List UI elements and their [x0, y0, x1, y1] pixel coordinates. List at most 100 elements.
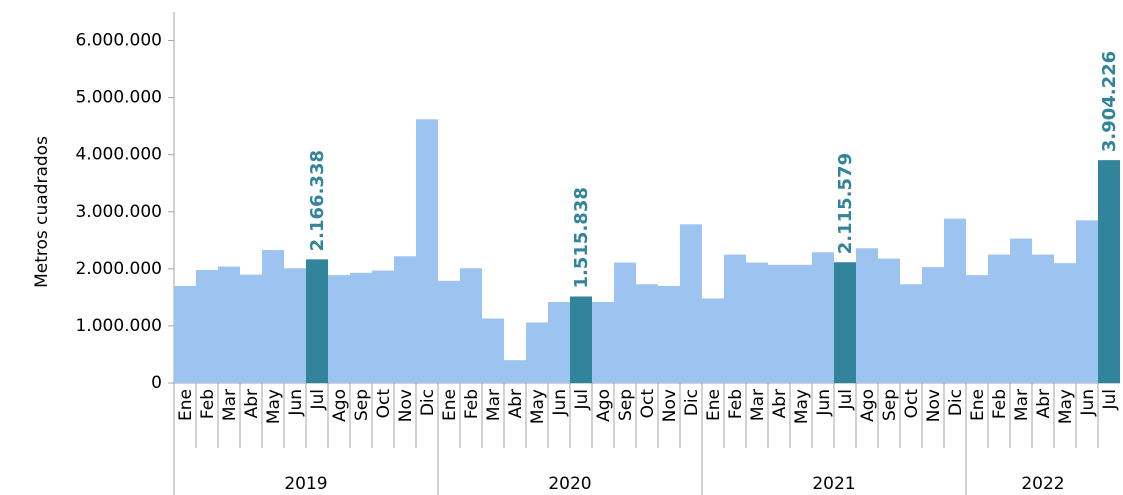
bar — [174, 285, 196, 383]
bar — [570, 296, 592, 383]
bar — [636, 284, 658, 383]
bar — [790, 264, 812, 383]
group-label: 2022 — [1021, 474, 1064, 494]
x-tick-label: Dic — [682, 389, 702, 416]
x-tick-label: Mar — [748, 389, 768, 421]
x-tick-label: Oct — [638, 389, 658, 419]
bar — [240, 274, 262, 383]
bar — [350, 272, 372, 383]
y-tick-label: 6.000.000 — [75, 31, 162, 51]
bar — [988, 254, 1010, 383]
bar — [460, 268, 482, 383]
bar — [856, 248, 878, 383]
value-label: 3.904.226 — [1099, 51, 1120, 152]
bar — [922, 267, 944, 383]
bar — [548, 301, 570, 383]
bar — [482, 318, 504, 383]
x-tick-label: Mar — [484, 389, 504, 421]
bar — [724, 254, 746, 383]
bar — [878, 258, 900, 383]
bar — [328, 275, 350, 383]
group-label: 2021 — [812, 474, 855, 494]
x-tick-label: Jul — [572, 389, 592, 411]
x-tick-label: Abr — [770, 389, 790, 418]
bar — [746, 262, 768, 383]
bar — [680, 224, 702, 383]
x-tick-label: Jun — [550, 389, 570, 417]
x-tick-label: Ago — [858, 389, 878, 422]
x-tick-label: Ene — [704, 389, 724, 421]
x-tick-label: Abr — [506, 389, 526, 418]
x-tick-label: Nov — [396, 389, 416, 422]
bar — [658, 285, 680, 383]
bar — [504, 360, 526, 383]
y-tick-label: 2.000.000 — [75, 259, 162, 279]
x-tick-label: Jul — [308, 389, 328, 411]
bar — [768, 264, 790, 383]
bar — [900, 284, 922, 383]
x-tick-label: May — [528, 389, 548, 424]
x-tick-label: Ene — [176, 389, 196, 421]
bar — [1010, 238, 1032, 383]
bar — [394, 256, 416, 383]
x-tick-label: Ago — [594, 389, 614, 422]
x-tick-label: May — [264, 389, 284, 424]
x-tick-label: Ago — [330, 389, 350, 422]
bar — [196, 269, 218, 383]
bar — [218, 266, 240, 383]
bar — [614, 262, 636, 383]
bar — [416, 119, 438, 383]
bar — [438, 280, 460, 383]
bar — [812, 252, 834, 383]
bar — [306, 259, 328, 383]
bar — [1032, 254, 1054, 383]
bar — [284, 268, 306, 383]
x-tick-label: Nov — [924, 389, 944, 422]
x-tick-label: May — [792, 389, 812, 424]
x-tick-label: Abr — [1034, 389, 1054, 418]
y-tick-label: 5.000.000 — [75, 88, 162, 108]
x-tick-label: Jun — [286, 389, 306, 417]
x-tick-label: Sep — [616, 389, 636, 421]
x-tick-label: Feb — [462, 389, 482, 419]
group-label: 2019 — [284, 474, 327, 494]
x-tick-label: May — [1056, 389, 1076, 424]
x-tick-label: Oct — [902, 389, 922, 419]
x-tick-label: Oct — [374, 389, 394, 419]
x-tick-label: Feb — [198, 389, 218, 419]
y-tick-label: 1.000.000 — [75, 316, 162, 336]
x-tick-label: Feb — [726, 389, 746, 419]
bar — [834, 262, 856, 383]
bar — [702, 298, 724, 383]
x-tick-label: Abr — [242, 389, 262, 418]
bar — [1098, 160, 1120, 383]
y-tick-label: 0 — [151, 373, 162, 393]
y-axis-label: Metros cuadrados — [32, 136, 52, 288]
x-tick-label: Mar — [220, 389, 240, 421]
x-tick-label: Nov — [660, 389, 680, 422]
x-tick-label: Mar — [1012, 389, 1032, 421]
x-tick-label: Jul — [1100, 389, 1120, 411]
x-tick-label: Ene — [440, 389, 460, 421]
x-tick-label: Sep — [880, 389, 900, 421]
y-tick-label: 3.000.000 — [75, 202, 162, 222]
value-label: 2.115.579 — [835, 153, 856, 254]
bar — [1054, 263, 1076, 383]
bar — [372, 270, 394, 383]
x-tick-label: Dic — [946, 389, 966, 416]
bar — [592, 301, 614, 383]
x-tick-label: Sep — [352, 389, 372, 421]
x-tick-label: Feb — [990, 389, 1010, 419]
bar — [1076, 220, 1098, 383]
bar — [526, 322, 548, 383]
x-tick-label: Ene — [968, 389, 988, 421]
x-tick-label: Jun — [1078, 389, 1098, 417]
y-tick-label: 4.000.000 — [75, 145, 162, 165]
x-tick-label: Jun — [814, 389, 834, 417]
bar — [966, 275, 988, 383]
x-tick-label: Jul — [836, 389, 856, 411]
x-tick-label: Dic — [418, 389, 438, 416]
value-label: 2.166.338 — [307, 150, 328, 251]
value-label: 1.515.838 — [571, 187, 592, 288]
